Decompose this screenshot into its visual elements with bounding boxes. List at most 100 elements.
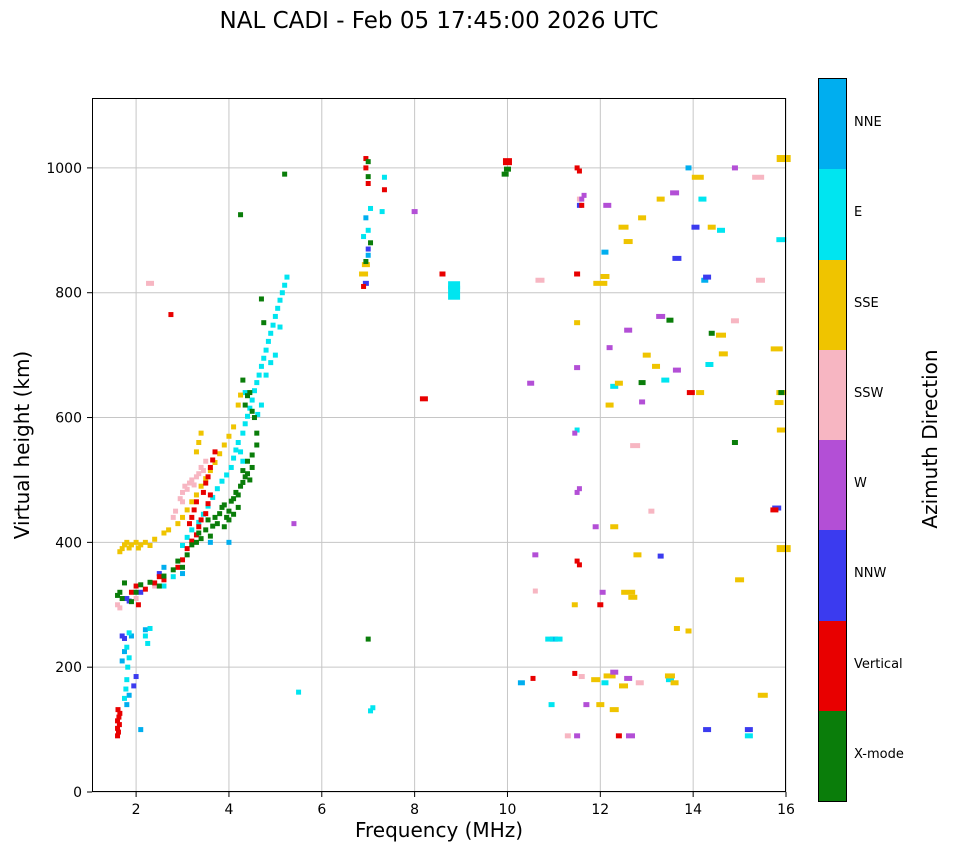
point-E	[121, 695, 127, 701]
point-SSE	[652, 363, 661, 369]
point-SSE	[603, 673, 616, 679]
point-E	[254, 380, 260, 386]
point-E	[268, 330, 274, 336]
point-SSW	[203, 458, 209, 464]
point-E	[147, 625, 153, 631]
point-NNW	[133, 674, 139, 680]
point-SSE	[610, 524, 619, 530]
point-SSW	[180, 489, 186, 495]
point-NNW	[672, 255, 682, 261]
point-E	[601, 680, 609, 686]
point-SSE	[614, 380, 623, 386]
point-SSW	[173, 508, 179, 514]
point-X-mode	[238, 212, 244, 218]
colorbar-segment-vertical	[819, 620, 846, 711]
point-Vertical	[184, 546, 190, 552]
point-E	[123, 686, 129, 692]
point-X-mode	[212, 514, 218, 520]
point-SSE	[196, 440, 202, 446]
point-SSE	[180, 514, 186, 520]
point-E	[242, 421, 248, 427]
colorbar-segment-ssw	[819, 349, 846, 440]
point-E	[265, 338, 271, 344]
point-Vertical	[180, 557, 186, 563]
point-X-mode	[121, 580, 127, 586]
colorbar-tick-label-nne: NNE	[854, 115, 882, 131]
point-SSW	[146, 280, 155, 286]
point-W	[592, 524, 599, 530]
colorbar-segment-nnw	[819, 530, 846, 621]
point-Vertical	[191, 507, 197, 513]
colorbar-tick-label-ssw: SSW	[854, 385, 884, 401]
point-X-mode	[210, 523, 216, 529]
point-Vertical	[115, 718, 121, 724]
point-E	[263, 347, 269, 353]
point-NNW	[744, 727, 753, 733]
point-E	[258, 402, 264, 408]
point-SSE	[656, 196, 665, 202]
point-Vertical	[115, 733, 121, 739]
point-X-mode	[235, 492, 241, 498]
point-SSW	[755, 277, 765, 283]
point-SSW	[180, 499, 186, 505]
point-NNE	[365, 252, 371, 258]
point-SSW	[189, 477, 195, 483]
point-NNE	[685, 165, 692, 171]
point-X-mode	[119, 596, 125, 602]
point-E	[125, 664, 131, 670]
point-Vertical	[135, 602, 141, 608]
point-X-mode	[231, 511, 237, 517]
point-E	[247, 405, 253, 411]
point-SSW	[198, 464, 204, 470]
point-SSE	[147, 542, 153, 548]
point-W	[583, 702, 590, 708]
point-Vertical	[116, 714, 122, 720]
point-E	[610, 383, 619, 389]
point-SSE	[152, 536, 158, 542]
point-W	[672, 367, 681, 373]
point-SSE	[235, 402, 241, 408]
point-SSE	[776, 155, 791, 163]
point-E	[161, 583, 167, 589]
point-NNE	[119, 658, 125, 664]
point-SSE	[119, 546, 125, 552]
point-NNW	[156, 571, 162, 577]
point-Vertical	[142, 586, 148, 592]
point-SSW	[117, 605, 123, 611]
point-X-mode	[226, 517, 232, 523]
point-E	[256, 372, 262, 378]
point-W	[574, 733, 581, 739]
point-Vertical	[133, 583, 139, 589]
point-X-mode	[156, 583, 162, 589]
point-X-mode	[251, 415, 257, 421]
point-NNE	[124, 702, 130, 708]
point-W	[670, 190, 680, 196]
point-SSW	[564, 733, 571, 739]
point-SSE	[124, 539, 130, 545]
point-Vertical	[168, 312, 174, 318]
point-Vertical	[175, 564, 181, 570]
point-SSE	[161, 530, 167, 536]
point-SSE	[226, 433, 232, 439]
point-SSE	[618, 224, 629, 230]
point-X-mode	[242, 474, 248, 480]
point-E	[277, 297, 283, 303]
point-E	[180, 542, 186, 548]
point-SSE	[175, 521, 181, 527]
point-SSE	[193, 449, 199, 455]
x-tick-label: 2	[132, 802, 141, 818]
point-Vertical	[770, 507, 779, 513]
point-E	[545, 636, 554, 642]
point-SSE	[716, 332, 727, 338]
point-X-mode	[240, 479, 246, 485]
point-X-mode	[221, 524, 227, 530]
point-W	[624, 327, 633, 333]
point-SSE	[609, 707, 619, 713]
point-W	[624, 675, 633, 681]
point-SSE	[142, 539, 148, 545]
point-Vertical	[156, 574, 162, 580]
point-NNW	[121, 635, 127, 641]
point-SSE	[596, 702, 605, 708]
point-X-mode	[196, 530, 202, 536]
point-SSE	[593, 280, 608, 286]
